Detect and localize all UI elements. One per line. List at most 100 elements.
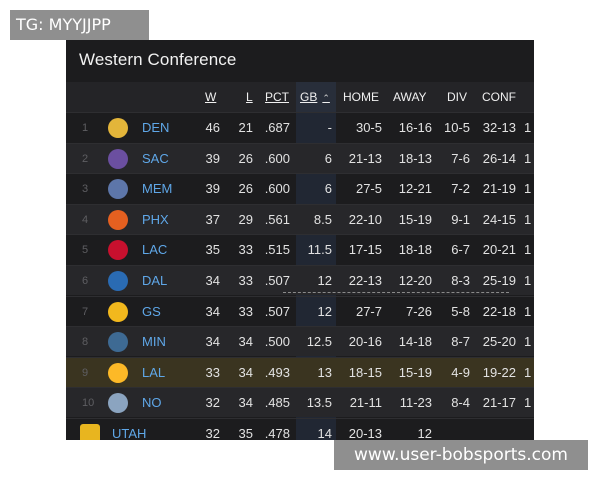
team-conf-cell: 25-19: [482, 273, 516, 288]
team-extra-cell: 1: [524, 395, 532, 411]
team-conf-cell: 26-14: [482, 150, 516, 166]
team-home-cell: 22-10: [348, 211, 382, 227]
team-row-sac[interactable]: 2 SAC 39 26 .600 6 21-13 18-13 7-6 26-14 1: [66, 142, 534, 173]
team-l-cell: 21: [238, 120, 253, 135]
team-gb-cell: 6: [324, 181, 332, 197]
team-abbr-link[interactable]: SAC: [142, 150, 169, 166]
team-pct-cell: .600: [264, 181, 290, 197]
team-away-cell: 12: [417, 426, 432, 440]
team-w-cell: 39: [205, 150, 220, 166]
team-div-cell: 9-1: [451, 211, 470, 227]
team-w-cell: 35: [205, 242, 220, 258]
team-rank: 5: [82, 244, 89, 257]
standings-panel: Western Conference W L PCT GB ⌃ HOME AWAY…: [66, 40, 534, 440]
team-row-dal[interactable]: 6 DAL 34 33 .507 12 22-13 12-20 8-3 25-19 1: [66, 265, 534, 295]
team-abbr-link[interactable]: UTAH: [112, 426, 147, 440]
team-abbr-link[interactable]: DEN: [142, 120, 170, 135]
team-extra-cell: 1: [524, 120, 532, 135]
team-gb-cell: 13: [317, 364, 332, 380]
team-pct-cell: .687: [264, 120, 290, 135]
play-in-divider: [283, 292, 509, 293]
team-away-cell: 16-16: [398, 120, 432, 135]
header-div[interactable]: DIV: [447, 90, 468, 104]
team-abbr-link[interactable]: DAL: [142, 273, 168, 288]
team-away-cell: 18-13: [398, 150, 432, 166]
team-row-utah[interactable]: UTAH 32 35 .478 14 20-13 12: [66, 418, 534, 440]
team-w-cell: 39: [205, 181, 220, 197]
team-row-min[interactable]: 8 MIN 34 34 .500 12.5 20-16 14-18 8-7 25-20 1: [66, 326, 534, 357]
team-abbr-link[interactable]: MEM: [142, 181, 173, 197]
team-abbr-link[interactable]: LAC: [142, 242, 168, 258]
team-extra-cell: 1: [524, 211, 532, 227]
team-l-cell: 33: [238, 273, 253, 288]
team-pct-cell: .600: [264, 150, 290, 166]
team-extra-cell: 1: [524, 242, 532, 258]
team-row-lal[interactable]: 9 LAL 33 34 .493 13 18-15 15-19 4-9 19-22 1: [66, 356, 534, 387]
chevron-up-icon: ⌃: [322, 93, 330, 103]
team-gb-cell: 12.5: [306, 334, 332, 350]
team-abbr-link[interactable]: NO: [142, 395, 162, 411]
team-rank: 3: [82, 183, 89, 196]
team-l-cell: 34: [238, 395, 253, 411]
team-w-cell: 33: [205, 364, 220, 380]
team-rank: 6: [82, 275, 89, 287]
team-home-cell: 27-5: [355, 181, 382, 197]
header-wins[interactable]: W: [205, 90, 217, 104]
team-gb-cell: 13.5: [306, 395, 332, 411]
team-home-cell: 21-11: [349, 395, 382, 411]
team-row-no[interactable]: 10 NO 32 34 .485 13.5 21-11 11-23 8-4 21-17 1: [66, 387, 534, 418]
team-div-cell: 6-7: [451, 242, 470, 258]
timberwolves-logo: [108, 332, 128, 353]
team-away-cell: 11-23: [399, 395, 432, 411]
team-w-cell: 32: [205, 426, 220, 440]
team-extra-cell: 1: [524, 273, 532, 288]
team-home-cell: 21-13: [348, 150, 382, 166]
header-gb[interactable]: GB ⌃: [300, 82, 330, 112]
team-conf-cell: 25-20: [482, 334, 516, 350]
team-pct-cell: .507: [264, 273, 290, 288]
team-row-lac[interactable]: 5 LAC 35 33 .515 11.5 17-15 18-18 6-7 20-21 1: [66, 234, 534, 264]
team-l-cell: 33: [238, 303, 253, 319]
header-home[interactable]: HOME: [343, 90, 379, 104]
team-div-cell: 10-5: [443, 120, 470, 135]
team-conf-cell: 20-21: [482, 242, 516, 258]
team-abbr-link[interactable]: PHX: [142, 211, 169, 227]
team-conf-cell: 21-17: [482, 395, 516, 411]
team-row-den[interactable]: 1 DEN 46 21 .687 - 30-5 16-16 10-5 32-13 1: [66, 112, 534, 142]
team-l-cell: 26: [238, 181, 253, 197]
kings-logo: [108, 148, 128, 169]
team-pct-cell: .493: [264, 364, 290, 380]
header-pct[interactable]: PCT: [265, 90, 289, 104]
team-extra-cell: 1: [524, 303, 532, 319]
team-away-cell: 18-18: [398, 242, 432, 258]
header-losses[interactable]: L: [246, 90, 253, 104]
team-row-gs[interactable]: 7 GS 34 33 .507 12 27-7 7-26 5-8 22-18 1: [66, 295, 534, 326]
warriors-logo: [108, 301, 128, 322]
team-rank: 1: [82, 122, 89, 134]
team-extra-cell: 1: [524, 181, 532, 197]
team-abbr-link[interactable]: MIN: [142, 334, 166, 350]
header-away[interactable]: AWAY: [393, 90, 427, 104]
watermark-bottom: www.user-bobsports.com: [334, 440, 588, 470]
team-gb-cell: 11.5: [307, 242, 332, 258]
table-header: [66, 82, 534, 112]
team-abbr-link[interactable]: LAL: [142, 364, 166, 380]
team-div-cell: 4-9: [451, 364, 470, 380]
team-pct-cell: .500: [264, 334, 290, 350]
team-away-cell: 15-19: [398, 364, 432, 380]
team-div-cell: 8-3: [451, 273, 470, 288]
team-gb-cell: 12: [317, 303, 332, 319]
header-gb-label: GB: [300, 90, 318, 104]
team-abbr-link[interactable]: GS: [142, 303, 161, 319]
team-row-mem[interactable]: 3 MEM 39 26 .600 6 27-5 12-21 7-2 21-19 1: [66, 173, 534, 203]
jazz-logo: [80, 424, 100, 440]
team-rank: 9: [82, 366, 89, 379]
header-conf[interactable]: CONF: [482, 90, 516, 104]
pelicans-logo: [108, 393, 128, 414]
team-div-cell: 5-8: [451, 303, 470, 319]
team-row-phx[interactable]: 4 PHX 37 29 .561 8.5 22-10 15-19 9-1 24-15 1: [66, 203, 534, 234]
clippers-logo: [108, 240, 128, 261]
team-l-cell: 34: [238, 334, 253, 350]
team-w-cell: 32: [205, 395, 220, 411]
team-l-cell: 26: [238, 150, 253, 166]
